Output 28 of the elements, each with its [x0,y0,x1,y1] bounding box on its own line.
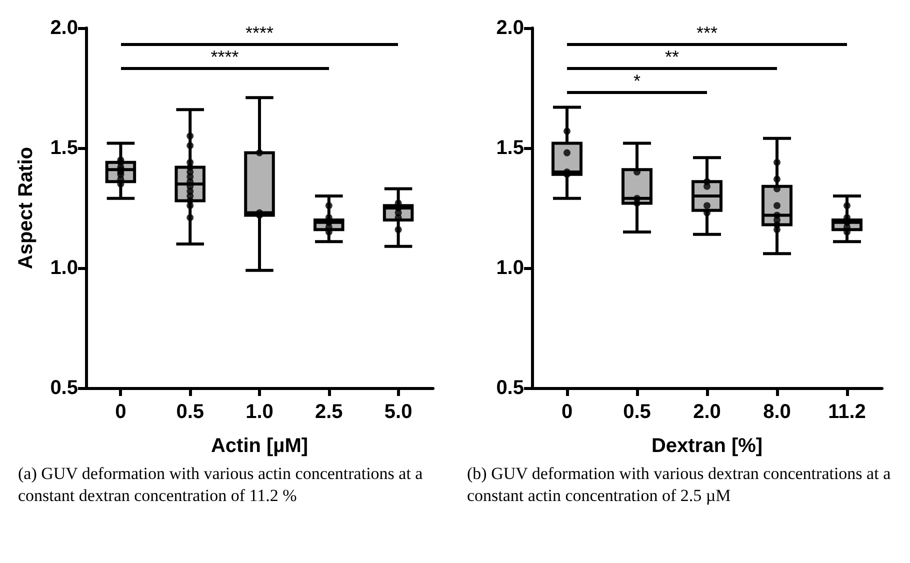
annotation: *** [695,23,718,43]
x-tick-label: 1.0 [246,401,274,423]
text: (b) GUV deformation with various dextran concentrations at a constant actin concentration of 2.5 µM [466,463,892,507]
text: (a) GUV deformation with various actin concentrations at a constant dextran concentration of 11.2 % [17,463,424,507]
y-tick-label: 0.5 [50,377,78,399]
y-tick-label: 1.5 [496,137,524,159]
x-axis-title: Dextran [%] [651,435,763,457]
annotation: * [632,71,642,91]
x-tick-label: 5.0 [384,401,412,423]
x-tick-label: 8.0 [763,401,791,423]
annotation: **** [244,23,274,43]
y-tick-label: 1.0 [496,257,524,279]
annotation: ** [664,47,680,67]
y-tick-label: 2.0 [50,17,78,39]
x-tick-label: 2.5 [314,401,343,423]
x-tick-label: 0.5 [623,401,651,423]
y-tick-label: 2.0 [496,17,524,39]
y-tick-label: 1.0 [50,257,78,279]
x-tick-label: 11.2 [828,401,866,423]
y-axis-title: Aspect Ratio [15,146,37,270]
x-axis-title: Actin [µM] [210,435,308,457]
x-tick-label: 0.5 [176,401,204,423]
annotation: **** [210,47,240,67]
y-tick-label: 0.5 [496,377,524,399]
x-tick-label: 2.0 [693,401,721,423]
x-tick-label: 0 [115,401,126,423]
y-tick-label: 1.5 [50,137,78,159]
x-tick-label: 0 [561,401,573,423]
